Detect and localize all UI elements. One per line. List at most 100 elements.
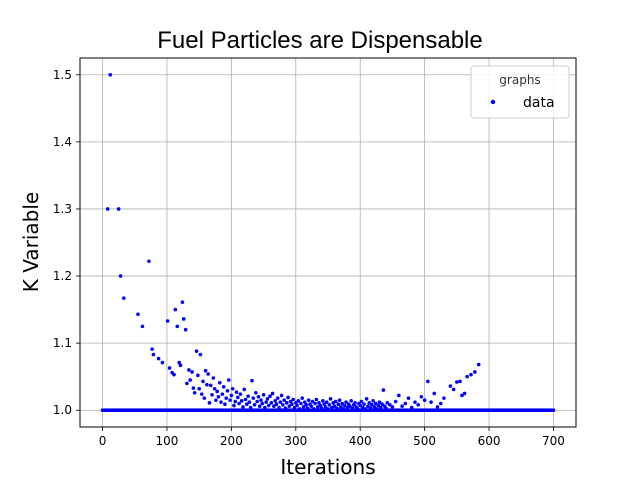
data-point <box>215 389 220 394</box>
data-point <box>221 384 226 389</box>
data-point <box>279 393 284 398</box>
data-point <box>314 397 319 402</box>
data-point <box>177 360 181 365</box>
chart-title: Fuel Particles are Dispensable <box>157 27 483 54</box>
data-point <box>224 396 229 400</box>
data-point <box>265 397 270 401</box>
data-point <box>290 402 294 406</box>
data-point <box>293 401 298 405</box>
y-tick-label: 1.0 <box>53 403 72 417</box>
data-point <box>406 396 411 400</box>
data-point <box>305 406 310 411</box>
data-point <box>202 396 207 400</box>
data-point <box>268 394 272 398</box>
data-point <box>350 406 355 411</box>
data-point <box>362 402 366 406</box>
data-point <box>364 397 369 401</box>
data-point <box>319 406 324 411</box>
x-axis-ticks: 0 100 200 300 400 500 600 700 <box>99 427 565 448</box>
data-point <box>326 407 330 411</box>
data-point <box>363 407 368 411</box>
data-point <box>118 274 123 278</box>
data-point <box>252 403 257 407</box>
data-point <box>469 372 473 377</box>
data-point <box>228 398 232 402</box>
data-point <box>355 407 360 411</box>
data-point <box>277 405 281 410</box>
data-point <box>370 403 374 407</box>
axes-frame <box>79 57 577 428</box>
data-point <box>385 401 390 405</box>
data-point <box>156 356 161 361</box>
x-tick-label: 500 <box>413 434 436 448</box>
data-point <box>297 407 302 411</box>
data-point <box>237 401 241 406</box>
data-point <box>266 403 271 408</box>
data-point <box>313 401 317 406</box>
data-point <box>230 386 235 391</box>
y-tick-label: 1.4 <box>53 135 72 149</box>
data-point <box>223 402 227 406</box>
data-point <box>322 402 326 406</box>
x-tick-label: 700 <box>542 434 565 448</box>
data-point <box>458 379 462 384</box>
data-point <box>196 373 200 378</box>
data-point <box>286 395 290 400</box>
data-point <box>416 403 420 407</box>
data-point <box>257 404 262 409</box>
legend-box <box>470 65 570 119</box>
data-point <box>282 398 286 402</box>
data-point <box>288 399 293 404</box>
legend-entry-data: data <box>523 95 555 111</box>
data-point <box>105 207 110 211</box>
grid-lines <box>80 58 576 427</box>
data-point <box>194 349 199 353</box>
data-point <box>291 397 296 402</box>
data-point <box>551 408 556 413</box>
data-point <box>310 399 315 404</box>
data-point <box>242 387 247 392</box>
data-point <box>232 403 236 408</box>
data-point <box>250 378 254 383</box>
data-point <box>335 406 339 411</box>
data-point <box>460 393 464 398</box>
data-point <box>181 317 186 321</box>
data-point <box>247 400 252 404</box>
data-point <box>359 399 364 404</box>
data-point <box>373 401 378 406</box>
data-point <box>344 400 348 404</box>
data-point <box>147 259 151 264</box>
data-point <box>292 405 297 410</box>
data-point <box>451 387 456 392</box>
data-point <box>455 380 459 384</box>
data-point <box>212 386 217 391</box>
data-point <box>333 399 338 404</box>
data-point <box>274 402 279 406</box>
data-point <box>246 394 250 398</box>
data-point <box>150 347 154 351</box>
data-point <box>348 404 352 409</box>
data-point <box>270 391 275 396</box>
data-point <box>476 362 481 367</box>
data-point <box>211 376 216 380</box>
data-point <box>400 404 404 409</box>
legend-title: graphs <box>499 73 540 87</box>
data-point <box>372 405 377 409</box>
data-point <box>422 398 427 402</box>
data-point <box>442 396 446 400</box>
data-point <box>462 391 467 396</box>
data-point <box>201 379 205 384</box>
data-point <box>260 401 265 406</box>
data-point <box>199 392 204 396</box>
data-point <box>210 392 214 397</box>
data-point <box>303 400 307 404</box>
data-point <box>327 403 332 407</box>
data-point <box>275 396 280 400</box>
data-point <box>353 401 357 405</box>
data-point <box>239 399 244 403</box>
data-point <box>465 374 469 379</box>
data-point <box>390 405 395 409</box>
data-point <box>323 405 328 409</box>
data-point <box>206 372 210 376</box>
data-point <box>301 405 306 409</box>
